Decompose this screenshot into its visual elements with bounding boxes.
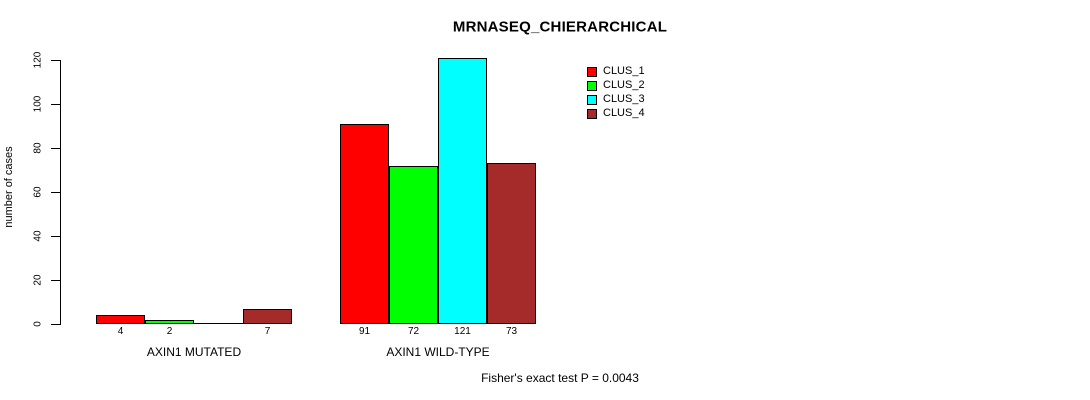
y-tick-label: 120: [32, 51, 44, 69]
y-tick: [51, 148, 60, 149]
bar: [340, 124, 389, 324]
legend-label: CLUS_3: [603, 93, 645, 105]
y-tick-label: 100: [32, 95, 44, 113]
bar: [438, 58, 487, 324]
bar-value-label: 91: [358, 326, 371, 337]
y-tick: [51, 104, 60, 105]
y-tick-label: 0: [32, 321, 44, 327]
legend-swatch: [587, 67, 597, 77]
bar: [487, 163, 536, 324]
category-label: AXIN1 MUTATED: [146, 345, 242, 359]
y-tick-label: 80: [32, 142, 44, 154]
y-tick: [51, 192, 60, 193]
bar: [389, 166, 438, 324]
bar-value-label: 73: [505, 326, 518, 337]
legend-swatch: [587, 109, 597, 119]
group-baseline: [96, 323, 292, 324]
legend-label: CLUS_2: [603, 79, 645, 91]
bar-value-label: 4: [117, 326, 124, 337]
legend-label: CLUS_1: [603, 65, 645, 77]
y-axis-line: [60, 60, 61, 325]
y-tick-label: 20: [32, 274, 44, 286]
bar-value-label: 7: [264, 326, 271, 337]
bar: [243, 309, 292, 324]
y-axis-label: number of cases: [3, 146, 15, 228]
bar: [145, 320, 194, 324]
legend-swatch: [587, 81, 597, 91]
y-tick-label: 60: [32, 186, 44, 198]
bar-value-label: 2: [166, 326, 173, 337]
legend-swatch: [587, 95, 597, 105]
bar: [96, 315, 145, 324]
legend-label: CLUS_4: [603, 107, 645, 119]
y-tick: [51, 60, 60, 61]
category-label: AXIN1 WILD-TYPE: [386, 345, 490, 359]
bar-value-label: 121: [454, 326, 471, 337]
chart-title: MRNASEQ_CHIERARCHICAL: [452, 18, 668, 36]
y-tick: [51, 236, 60, 237]
y-tick-label: 40: [32, 230, 44, 242]
bar-value-label: 72: [407, 326, 420, 337]
y-tick: [51, 324, 60, 325]
annotation-text: Fisher's exact test P = 0.0043: [481, 371, 639, 385]
y-tick: [51, 280, 60, 281]
